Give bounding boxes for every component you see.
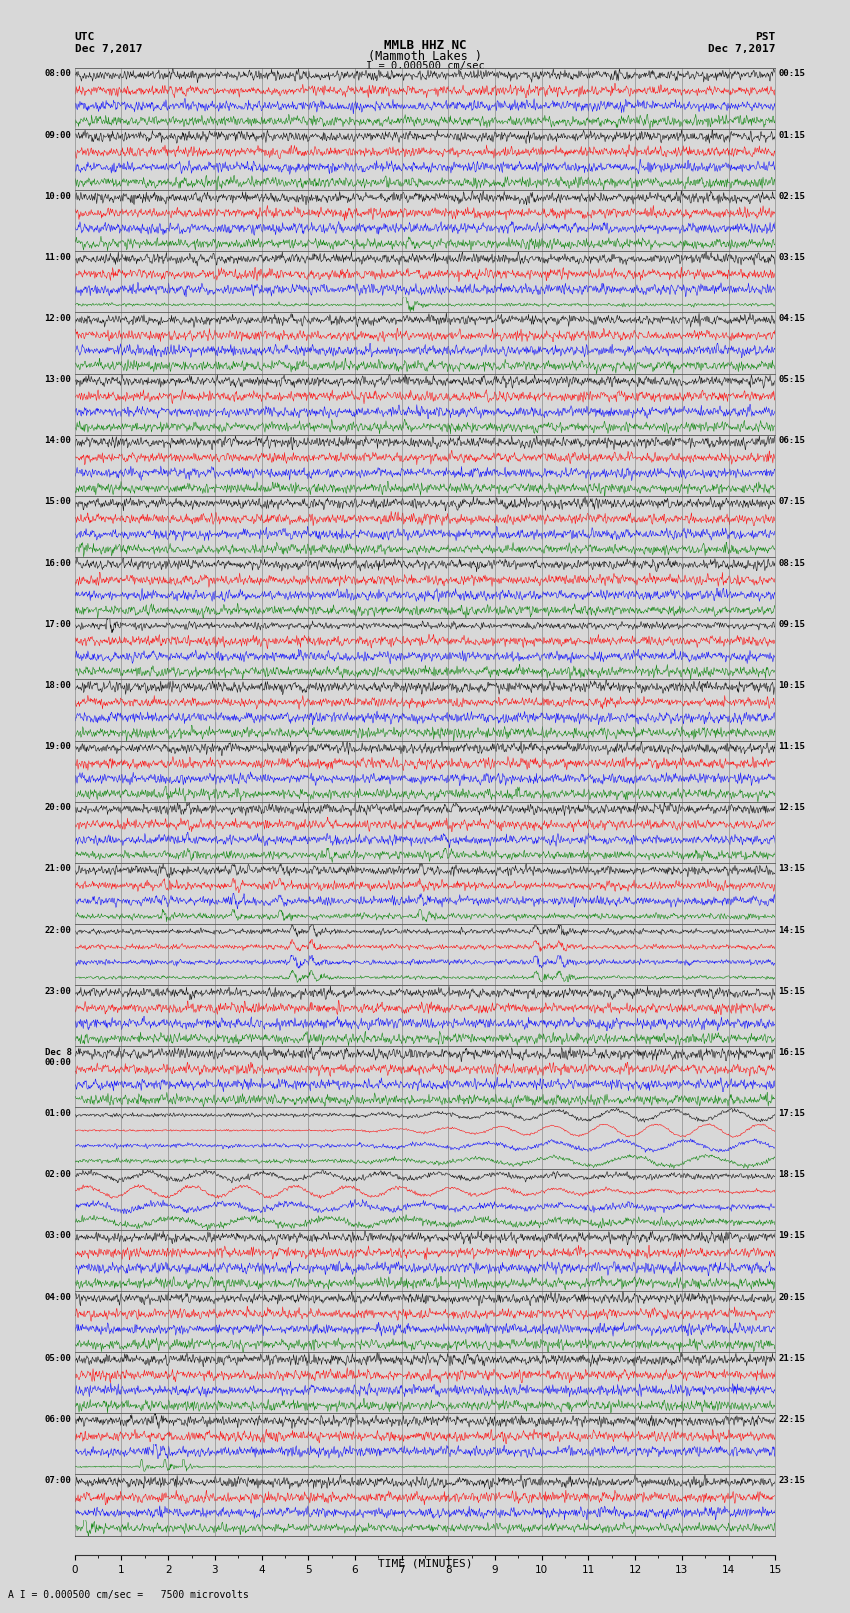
Text: 16:00: 16:00 [44,558,71,568]
Text: 20:15: 20:15 [779,1292,806,1302]
Text: Dec 8
00:00: Dec 8 00:00 [44,1048,71,1068]
Text: 23:15: 23:15 [779,1476,806,1486]
Text: Dec 7,2017: Dec 7,2017 [708,44,775,53]
Text: 01:00: 01:00 [44,1110,71,1118]
Text: 08:15: 08:15 [779,558,806,568]
Text: 01:15: 01:15 [779,131,806,139]
Text: 12:00: 12:00 [44,315,71,323]
Text: 17:15: 17:15 [779,1110,806,1118]
Text: 20:00: 20:00 [44,803,71,813]
Text: 09:00: 09:00 [44,131,71,139]
Text: 14:15: 14:15 [779,926,806,934]
Text: 03:15: 03:15 [779,253,806,261]
Text: PST: PST [755,32,775,42]
Text: 21:00: 21:00 [44,865,71,873]
Text: I = 0.000500 cm/sec: I = 0.000500 cm/sec [366,61,484,71]
Text: 04:00: 04:00 [44,1292,71,1302]
Text: 07:15: 07:15 [779,497,806,506]
Text: MMLB HHZ NC: MMLB HHZ NC [383,39,467,52]
Text: 00:15: 00:15 [779,69,806,79]
Text: 06:15: 06:15 [779,437,806,445]
Text: 23:00: 23:00 [44,987,71,995]
Text: 07:00: 07:00 [44,1476,71,1486]
Text: 17:00: 17:00 [44,619,71,629]
Text: 14:00: 14:00 [44,437,71,445]
Text: 04:15: 04:15 [779,315,806,323]
Text: 12:15: 12:15 [779,803,806,813]
Text: 22:00: 22:00 [44,926,71,934]
Text: 19:00: 19:00 [44,742,71,752]
Text: 19:15: 19:15 [779,1231,806,1240]
Text: 10:15: 10:15 [779,681,806,690]
Text: 09:15: 09:15 [779,619,806,629]
Text: 13:15: 13:15 [779,865,806,873]
Text: 05:15: 05:15 [779,376,806,384]
Text: 15:00: 15:00 [44,497,71,506]
Text: 21:15: 21:15 [779,1353,806,1363]
Text: TIME (MINUTES): TIME (MINUTES) [377,1558,473,1568]
Text: 10:00: 10:00 [44,192,71,200]
Text: 08:00: 08:00 [44,69,71,79]
Text: 22:15: 22:15 [779,1415,806,1424]
Text: 02:00: 02:00 [44,1169,71,1179]
Text: 18:15: 18:15 [779,1169,806,1179]
Text: 13:00: 13:00 [44,376,71,384]
Text: (Mammoth Lakes ): (Mammoth Lakes ) [368,50,482,63]
Text: 03:00: 03:00 [44,1231,71,1240]
Text: 16:15: 16:15 [779,1048,806,1057]
Text: 05:00: 05:00 [44,1353,71,1363]
Text: Dec 7,2017: Dec 7,2017 [75,44,142,53]
Text: 02:15: 02:15 [779,192,806,200]
Text: 15:15: 15:15 [779,987,806,995]
Text: 11:00: 11:00 [44,253,71,261]
Text: 18:00: 18:00 [44,681,71,690]
Text: UTC: UTC [75,32,95,42]
Text: 06:00: 06:00 [44,1415,71,1424]
Text: A I = 0.000500 cm/sec =   7500 microvolts: A I = 0.000500 cm/sec = 7500 microvolts [8,1590,249,1600]
Text: 11:15: 11:15 [779,742,806,752]
